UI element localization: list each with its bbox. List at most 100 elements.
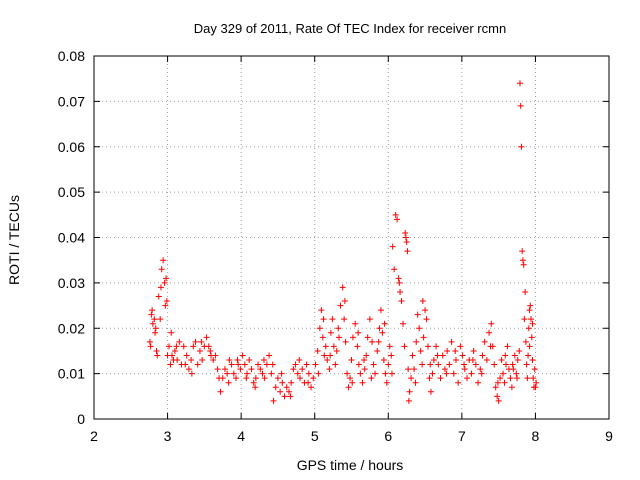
data-point xyxy=(435,361,442,368)
data-point xyxy=(455,379,462,386)
data-point xyxy=(349,379,356,386)
data-point xyxy=(461,366,468,373)
data-point xyxy=(525,352,532,359)
data-point xyxy=(477,366,484,373)
x-tick-label: 7 xyxy=(458,428,466,444)
data-point xyxy=(382,370,389,377)
data-point xyxy=(427,361,434,368)
data-point xyxy=(190,343,197,350)
data-point xyxy=(148,311,155,318)
data-point xyxy=(146,338,153,345)
data-point xyxy=(269,361,276,368)
data-point xyxy=(199,357,206,364)
data-point xyxy=(279,379,286,386)
data-point xyxy=(153,347,160,354)
axes: 2 3 4 5 6 7 8 9 0 0.01 0.02 0.03 0.04 0.05 0.06 0.07 0.0… xyxy=(58,48,613,444)
data-point xyxy=(324,357,331,364)
data-point xyxy=(491,361,498,368)
data-point xyxy=(508,384,515,391)
data-point xyxy=(287,393,294,400)
data-point xyxy=(529,357,536,364)
data-point xyxy=(423,316,430,323)
data-point xyxy=(375,338,382,345)
data-point xyxy=(413,338,420,345)
data-point xyxy=(401,343,408,350)
data-point xyxy=(359,379,366,386)
data-point xyxy=(470,347,477,354)
data-point xyxy=(285,388,292,395)
data-point xyxy=(523,361,530,368)
data-point xyxy=(308,384,315,391)
data-point xyxy=(479,352,486,359)
data-point xyxy=(397,288,404,295)
data-point xyxy=(167,361,174,368)
data-point xyxy=(461,361,468,368)
data-point xyxy=(494,379,501,386)
data-point xyxy=(342,338,349,345)
data-point xyxy=(519,257,526,264)
data-point xyxy=(376,325,383,332)
data-point xyxy=(408,375,415,382)
data-point xyxy=(166,343,173,350)
data-point xyxy=(439,352,446,359)
data-point xyxy=(532,384,539,391)
data-point xyxy=(263,361,270,368)
data-point xyxy=(450,370,457,377)
data-point xyxy=(429,370,436,377)
data-point xyxy=(322,343,329,350)
y-tick-label: 0.04 xyxy=(58,230,85,246)
data-point xyxy=(155,293,162,300)
data-point xyxy=(494,393,501,400)
data-point xyxy=(452,347,459,354)
data-point xyxy=(257,366,264,373)
data-point xyxy=(443,370,450,377)
data-point xyxy=(194,361,201,368)
data-point xyxy=(472,361,479,368)
data-point xyxy=(216,375,223,382)
data-point xyxy=(483,357,490,364)
data-point xyxy=(380,357,387,364)
data-point xyxy=(173,343,180,350)
data-point xyxy=(402,234,409,241)
y-tick-label: 0.01 xyxy=(58,366,85,382)
data-point xyxy=(234,357,241,364)
data-point xyxy=(525,325,532,332)
data-point xyxy=(188,370,195,377)
data-point xyxy=(232,375,239,382)
data-point xyxy=(261,375,268,382)
data-point xyxy=(469,357,476,364)
data-point xyxy=(312,361,319,368)
data-point xyxy=(414,311,421,318)
data-point xyxy=(171,347,178,354)
data-point xyxy=(529,320,536,327)
data-point xyxy=(321,352,328,359)
data-point xyxy=(214,366,221,373)
data-point xyxy=(305,379,312,386)
data-point xyxy=(531,366,538,373)
data-point xyxy=(176,338,183,345)
data-point xyxy=(504,343,511,350)
data-point xyxy=(522,288,529,295)
data-point xyxy=(521,316,528,323)
data-point xyxy=(444,347,451,354)
data-point xyxy=(288,379,295,386)
data-point xyxy=(297,375,303,382)
data-point xyxy=(416,325,423,332)
data-point xyxy=(260,357,267,364)
data-point xyxy=(149,307,156,314)
data-point xyxy=(315,370,322,377)
data-point xyxy=(196,347,203,354)
data-point xyxy=(379,329,386,336)
data-point xyxy=(230,370,237,377)
data-point xyxy=(305,370,312,377)
data-point xyxy=(527,302,534,309)
data-point xyxy=(437,375,444,382)
data-point xyxy=(422,307,429,314)
data-point xyxy=(419,361,426,368)
data-point xyxy=(355,329,362,336)
data-point xyxy=(364,334,371,341)
data-point xyxy=(327,329,334,336)
data-point xyxy=(530,375,537,382)
data-point xyxy=(528,334,535,341)
data-point xyxy=(268,370,275,377)
